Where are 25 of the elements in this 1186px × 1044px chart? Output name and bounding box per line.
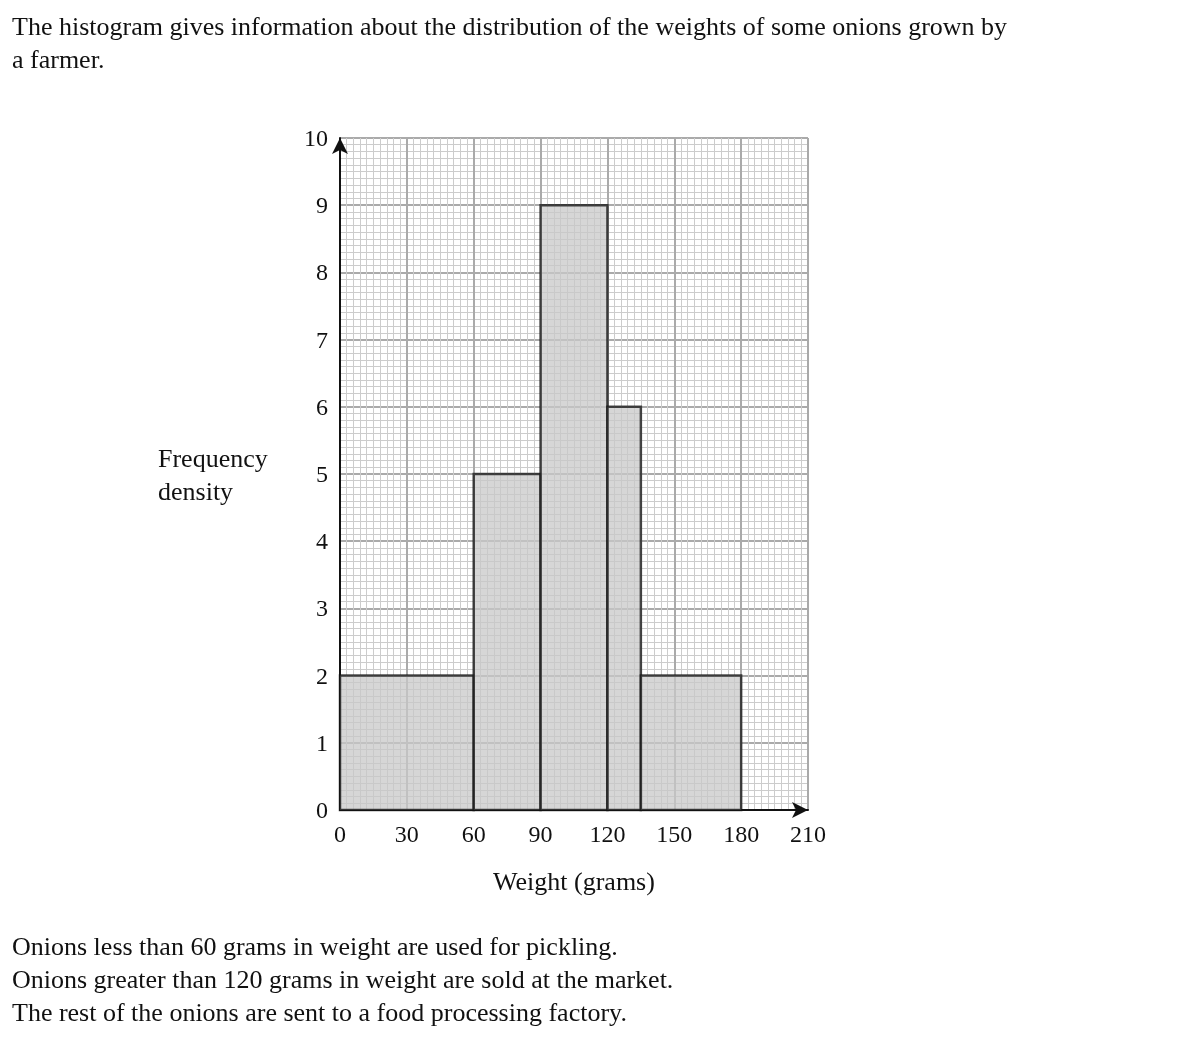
text: The rest of the onions are sent to a food processing factory.: [12, 997, 628, 1029]
x-tick-label: 120: [589, 821, 626, 847]
x-tick-label: 210: [790, 821, 826, 847]
y-tick-label: 5: [316, 461, 328, 487]
text: Onions less than 60 grams in weight are used for pickling.: [12, 931, 619, 963]
x-tick-label: 150: [656, 821, 693, 847]
x-tick-label: 60: [461, 821, 486, 847]
y-tick-label: 3: [316, 595, 328, 622]
y-tick-label: 8: [316, 259, 328, 286]
y-tick-label: 0: [316, 797, 328, 823]
chart-title: The histogram gives information about the distribution of the weights of some onions grown by a farmer.: [12, 11, 1009, 76]
y-tick-label: 10: [304, 125, 328, 151]
y-tick-label: 9: [316, 192, 328, 219]
y-tick-label: 7: [316, 326, 328, 353]
x-tick-label: 0: [334, 821, 346, 847]
y-tick-label: 4: [316, 528, 328, 555]
x-tick-label: 180: [723, 821, 760, 847]
y-tick-label: 6: [316, 393, 328, 420]
x-axis-title: Weight (grams): [493, 866, 655, 896]
x-tick-label: 30: [394, 821, 419, 847]
x-tick-label: 90: [528, 821, 553, 847]
text: Onions greater than 120 grams in weight are sold at the market.: [12, 964, 675, 996]
y-axis-title: Frequency density: [158, 444, 275, 506]
y-tick-label: 1: [316, 729, 328, 756]
y-tick-label: 2: [316, 662, 328, 689]
